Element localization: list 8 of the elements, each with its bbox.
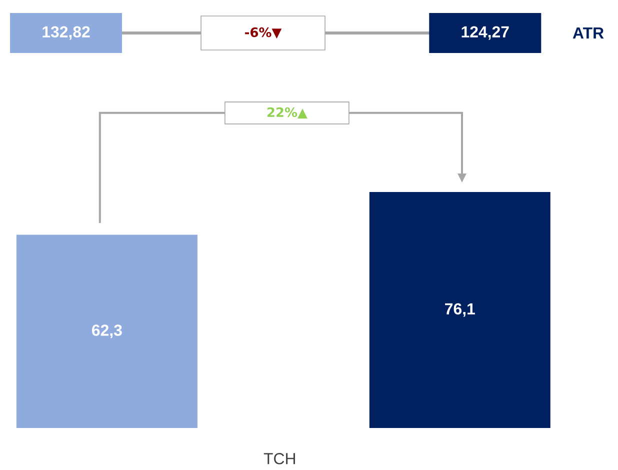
data-label: 62,3 — [92, 324, 122, 338]
data-label: 76,1 — [445, 303, 475, 317]
text: 22%▲ — [268, 107, 308, 119]
text: 132,82 — [42, 26, 90, 40]
x-axis-title: TCH — [264, 453, 295, 464]
text: -6%▼ — [245, 27, 282, 39]
text: ATR — [572, 28, 604, 38]
text: 124,27 — [462, 26, 509, 40]
